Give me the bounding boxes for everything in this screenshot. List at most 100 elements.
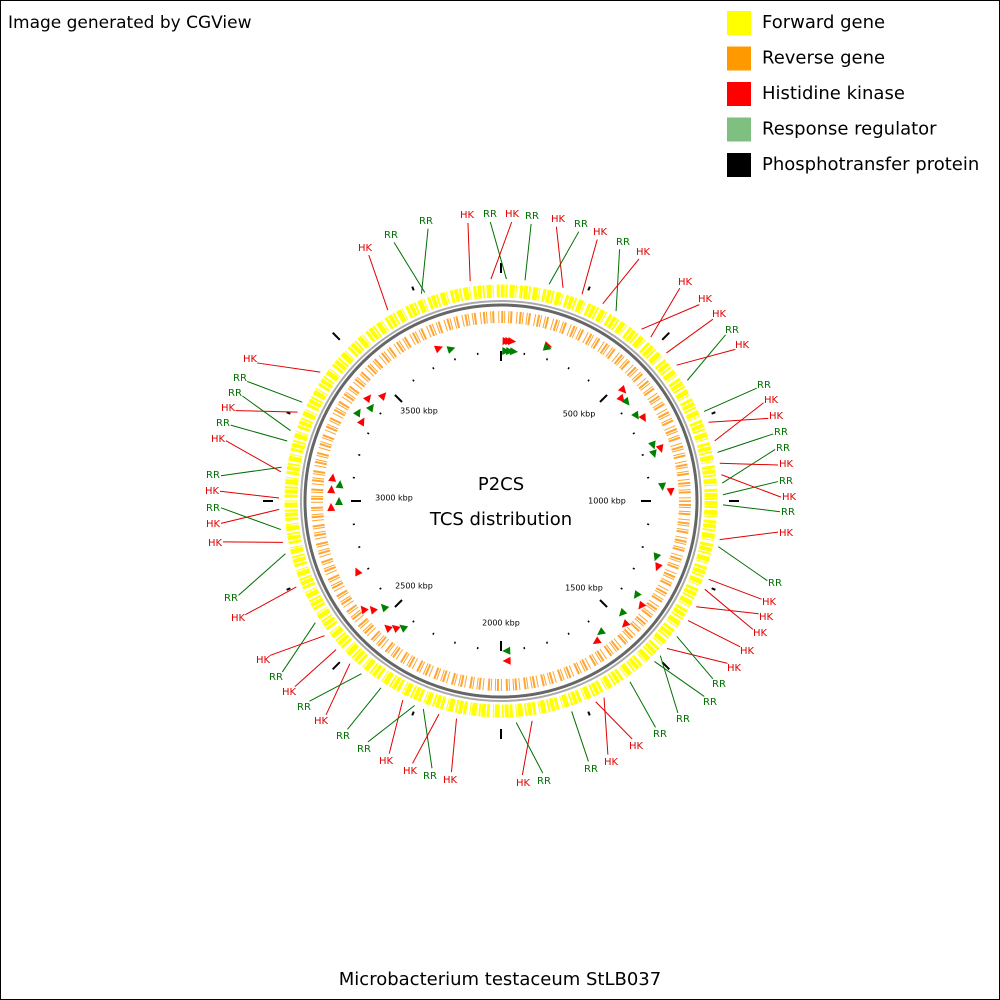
label-line — [602, 258, 640, 305]
inner-tick — [546, 641, 549, 644]
feature-label: HK — [205, 486, 220, 497]
feature-marker — [365, 403, 374, 413]
feature-label: HK — [727, 663, 742, 674]
inner-tick — [632, 567, 635, 570]
outer-tick — [711, 411, 716, 415]
label-line — [719, 531, 779, 541]
feature-marker — [399, 624, 409, 633]
feature-label: HK — [769, 411, 784, 422]
label-line — [548, 231, 580, 285]
feature-label: RR — [224, 593, 238, 604]
feature-marker — [597, 627, 606, 636]
label-line — [490, 221, 513, 280]
label-line — [650, 287, 681, 338]
label-line — [696, 606, 759, 615]
label-line — [721, 474, 782, 498]
feature-label: RR — [423, 771, 437, 782]
inner-tick — [599, 394, 608, 403]
feature-label: HK — [208, 538, 223, 549]
label-line — [659, 655, 679, 714]
feature-label: RR — [757, 380, 771, 391]
label-line — [281, 622, 316, 673]
label-line — [325, 663, 351, 716]
center-title: P2CS — [478, 474, 524, 495]
feature-label: RR — [779, 476, 793, 487]
feature-label: HK — [593, 227, 608, 238]
backbone — [303, 303, 699, 699]
feature-label: RR — [616, 237, 630, 248]
inner-tick — [567, 367, 570, 370]
legend-swatch — [727, 153, 751, 177]
outer-tick — [711, 587, 716, 591]
label-line — [666, 647, 728, 664]
inner-tick — [599, 599, 608, 608]
feature-label: RR — [584, 764, 598, 775]
legend-label: Response regulator — [762, 119, 937, 140]
feature-label: HK — [678, 277, 693, 288]
feature-marker — [502, 646, 511, 655]
label-line — [708, 417, 769, 423]
legend-swatch — [727, 117, 751, 142]
outer-tick — [587, 286, 591, 291]
feature-marker — [621, 619, 631, 628]
outer-tick — [286, 411, 291, 415]
feature-label: HK — [782, 492, 797, 503]
label-line — [420, 228, 429, 294]
inner-tick — [587, 620, 590, 623]
feature-marker — [633, 590, 642, 599]
forward-ring — [284, 284, 718, 718]
outer-tick — [587, 711, 591, 716]
feature-marker — [433, 345, 443, 354]
feature-label: RR — [297, 702, 311, 713]
feature-label: HK — [211, 434, 226, 445]
label-line — [220, 466, 282, 477]
label-line — [388, 699, 404, 754]
label-line — [245, 586, 297, 616]
footer-text: Microbacterium testaceum StLB037 — [339, 969, 661, 990]
scale-label: 500 kbp — [563, 410, 596, 419]
feature-label: HK — [206, 519, 221, 530]
label-line — [714, 402, 764, 442]
inner-tick — [620, 412, 623, 415]
inner-tick — [379, 587, 382, 590]
feature-label: RR — [537, 776, 551, 787]
feature-marker — [621, 396, 630, 406]
feature-marker — [658, 482, 667, 491]
label-line — [595, 701, 633, 740]
label-line — [524, 223, 532, 281]
inner-tick — [632, 432, 635, 435]
feature-label: RR — [703, 697, 717, 708]
feature-marker — [335, 480, 344, 489]
label-line — [515, 722, 544, 774]
label-line — [521, 720, 533, 776]
feature-label: HK — [636, 247, 651, 258]
scale-label: 2500 kbp — [395, 582, 433, 591]
label-line — [717, 433, 774, 453]
feature-label: HK — [314, 716, 329, 727]
feature-label: RR — [228, 388, 242, 399]
label-line — [676, 348, 736, 366]
label-line — [222, 541, 283, 543]
feature-marker — [362, 394, 372, 404]
feature-marker — [649, 449, 657, 459]
label-line — [393, 242, 426, 293]
header-text: Image generated by CGView — [8, 13, 252, 33]
label-line — [230, 424, 288, 442]
feature-label: HK — [379, 756, 394, 767]
inner-tick — [367, 567, 370, 570]
feature-label: HK — [243, 354, 258, 365]
label-line — [603, 697, 609, 755]
label-line — [467, 222, 471, 282]
feature-marker — [327, 502, 336, 512]
label-line — [722, 504, 781, 513]
feature-label: RR — [206, 503, 220, 514]
feature-marker — [391, 624, 401, 634]
scale-label: 3000 kbp — [375, 494, 413, 503]
legend-label: Phosphotransfer protein — [762, 154, 979, 175]
inner-tick — [358, 453, 361, 456]
feature-label: HK — [779, 459, 794, 470]
feature-marker — [502, 656, 511, 665]
inner-tick — [367, 432, 370, 435]
inner-tick — [394, 599, 403, 608]
